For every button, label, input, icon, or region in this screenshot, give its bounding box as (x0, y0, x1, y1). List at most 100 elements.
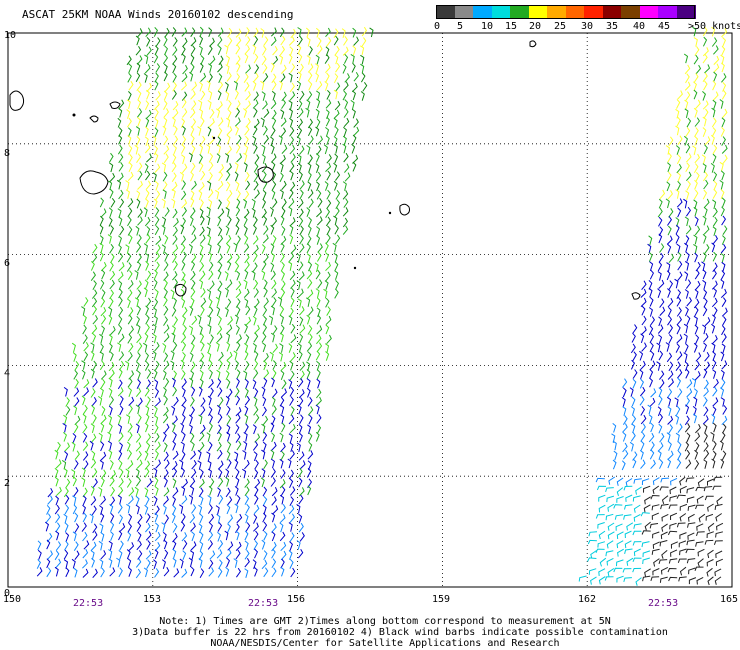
wind-barb (172, 431, 177, 442)
legend-swatch (473, 5, 492, 19)
wind-barb (74, 361, 80, 371)
wind-barb (172, 450, 179, 460)
wind-barb (117, 414, 122, 425)
wind-barb (692, 26, 697, 37)
wind-barb (90, 368, 95, 379)
wind-barb (703, 206, 708, 217)
wind-barb (263, 459, 268, 470)
wind-barb (280, 370, 285, 380)
wind-barb (694, 153, 700, 164)
wind-barb (656, 361, 661, 371)
wind-barb (290, 153, 296, 163)
wind-barb (686, 315, 691, 326)
wind-barb (649, 449, 655, 460)
wind-barb (117, 342, 122, 352)
wind-barb (190, 171, 194, 182)
wind-barb (649, 397, 656, 408)
wind-barb (152, 333, 157, 344)
wind-barb (245, 522, 251, 532)
pass-time-2: 22:53 (248, 598, 279, 609)
lon-label-153: 153 (143, 594, 162, 605)
wind-barb (235, 55, 241, 65)
wind-barb (693, 388, 698, 398)
wind-barb (639, 396, 645, 406)
wind-barb (712, 207, 718, 218)
wind-barb (217, 180, 224, 191)
wind-barb (713, 55, 720, 65)
wind-barb (198, 279, 204, 290)
wind-barb (243, 225, 248, 236)
wind-barb (280, 261, 285, 272)
wind-barb (720, 369, 725, 380)
wind-barb (650, 388, 657, 398)
wind-barb (144, 279, 149, 290)
wind-barb (154, 152, 159, 163)
wind-barb (640, 405, 646, 416)
wind-barb (244, 323, 248, 334)
wind-barb (197, 460, 202, 470)
wind-barb (224, 82, 229, 92)
wind-barb (99, 224, 104, 235)
wind-barb (342, 181, 347, 191)
wind-barb (711, 280, 718, 290)
wind-barb (684, 441, 690, 452)
wind-barb (666, 235, 673, 245)
wind-barb (325, 135, 330, 146)
wind-barb (667, 450, 674, 460)
wind-barb (190, 441, 195, 452)
wind-barb (163, 406, 169, 417)
wind-barb (703, 144, 708, 155)
wind-barb (145, 522, 151, 533)
wind-barb (218, 559, 223, 570)
legend-swatch (621, 5, 640, 19)
wind-barb (290, 352, 296, 362)
legend-swatch (565, 5, 585, 19)
wind-barb (145, 513, 151, 523)
wind-barb (227, 316, 233, 326)
wind-barb (298, 271, 305, 281)
wind-barb (128, 396, 135, 406)
wind-barb (154, 342, 160, 352)
wind-barb (244, 495, 250, 505)
wind-barb (100, 261, 107, 272)
wind-barb (644, 568, 651, 577)
wind-barb (118, 189, 124, 200)
wind-barb (208, 73, 213, 84)
wind-barb (154, 261, 160, 272)
wind-barb (720, 243, 727, 254)
wind-barb (254, 433, 261, 443)
wind-barb (290, 287, 295, 298)
island-outline (89, 115, 99, 123)
wind-barb (100, 477, 105, 488)
wind-barb (182, 324, 187, 335)
wind-barb (234, 262, 240, 273)
wind-barb (143, 342, 148, 353)
wind-barb (163, 36, 168, 47)
wind-barb (128, 234, 133, 245)
wind-barb (163, 90, 168, 101)
wind-barb (686, 487, 695, 494)
wind-barb (64, 540, 69, 551)
wind-barb (144, 252, 150, 263)
wind-barb (703, 459, 708, 469)
wind-barb (343, 81, 349, 91)
wind-barb (226, 181, 231, 192)
wind-barb (685, 548, 695, 554)
wind-barb (99, 505, 104, 515)
wind-barb (712, 199, 717, 210)
wind-barb (353, 126, 360, 137)
wind-barb (667, 190, 674, 200)
wind-barb (716, 522, 724, 531)
wind-barb (271, 487, 278, 497)
wind-barb (125, 180, 130, 190)
legend-label: 0 (434, 21, 441, 32)
wind-barb (82, 531, 88, 542)
wind-barb (100, 512, 105, 523)
wind-barb (181, 414, 186, 424)
wind-barb (108, 549, 113, 559)
wind-barb (307, 181, 312, 192)
wind-barb (667, 458, 672, 469)
wind-barb (703, 406, 709, 417)
wind-barb (216, 153, 221, 163)
wind-barb (146, 297, 152, 308)
